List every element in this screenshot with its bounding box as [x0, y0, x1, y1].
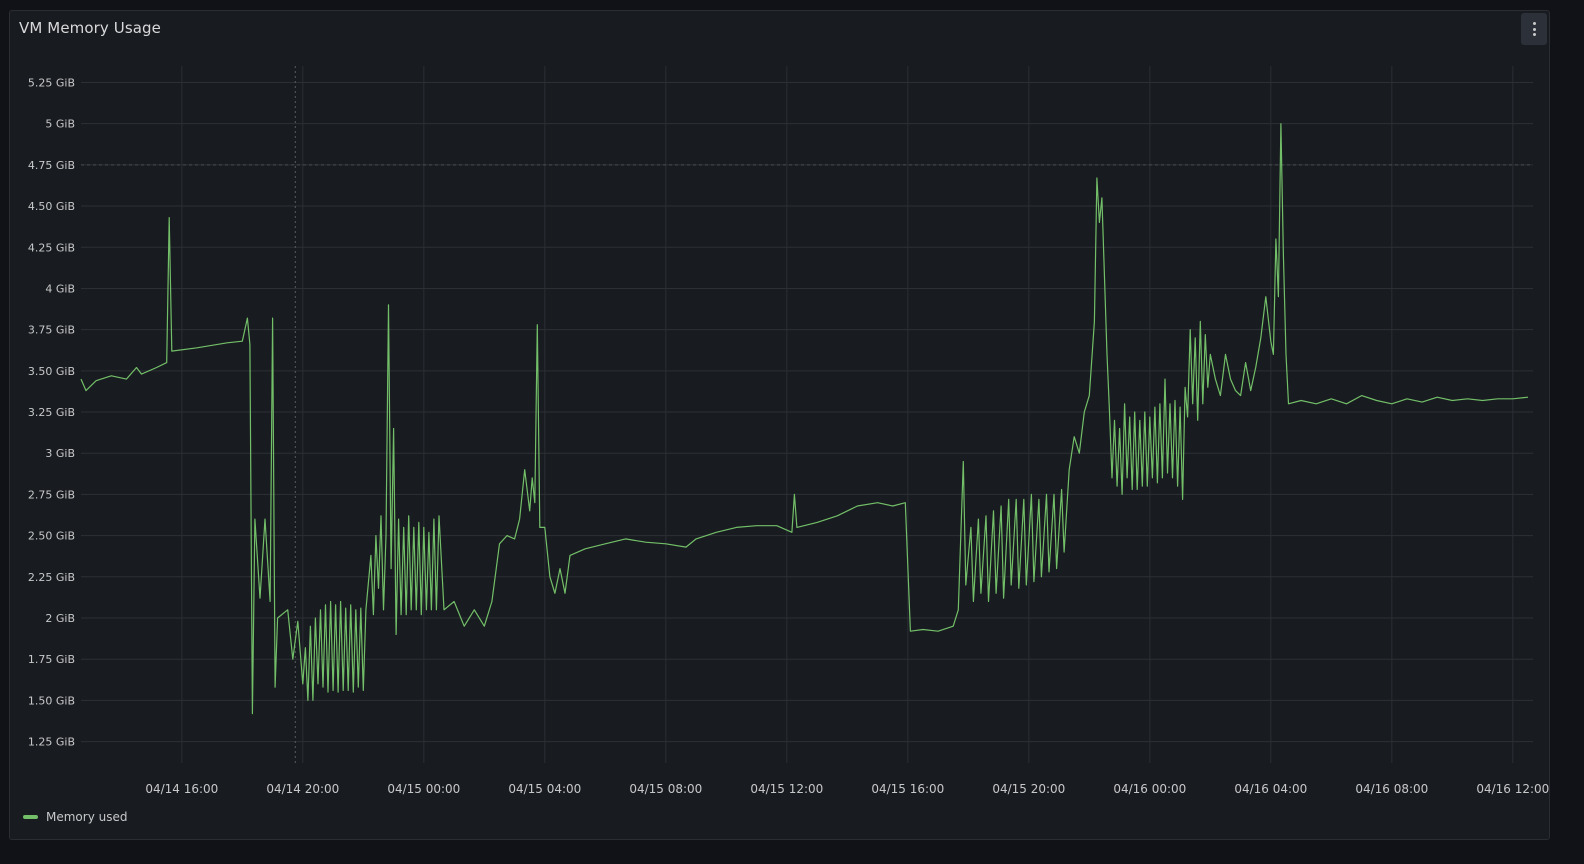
panel-menu-button[interactable] — [1521, 13, 1547, 45]
series-line-memory-used — [80, 123, 1529, 715]
x-tick-label: 04/15 20:00 — [992, 782, 1065, 796]
y-tick-label: 2.50 GiB — [28, 530, 75, 543]
y-tick-label: 5 GiB — [45, 118, 75, 131]
x-tick-label: 04/16 12:00 — [1476, 782, 1549, 796]
legend-label[interactable]: Memory used — [46, 810, 128, 824]
x-tick-label: 04/15 12:00 — [750, 782, 823, 796]
chart-legend[interactable]: Memory used — [23, 810, 127, 824]
x-tick-label: 04/15 16:00 — [871, 782, 944, 796]
y-tick-label: 4.25 GiB — [28, 241, 75, 254]
y-tick-label: 1.50 GiB — [28, 694, 75, 707]
panel-title: VM Memory Usage — [19, 19, 161, 37]
chart-panel: VM Memory Usage Memory used — [9, 10, 1550, 840]
x-tick-label: 04/15 00:00 — [387, 782, 460, 796]
legend-swatch-memory-used — [23, 815, 38, 819]
y-tick-label: 3.75 GiB — [28, 324, 75, 337]
y-tick-label: 4.75 GiB — [28, 159, 75, 172]
y-tick-label: 2.25 GiB — [28, 571, 75, 584]
x-tick-label: 04/16 00:00 — [1113, 782, 1186, 796]
y-tick-label: 4 GiB — [45, 282, 75, 295]
x-tick-label: 04/15 04:00 — [508, 782, 581, 796]
y-tick-label: 2 GiB — [45, 612, 75, 625]
x-tick-label: 04/14 20:00 — [266, 782, 339, 796]
x-tick-label: 04/14 16:00 — [145, 782, 218, 796]
kebab-menu-icon — [1532, 22, 1536, 36]
y-tick-label: 3 GiB — [45, 447, 75, 460]
x-tick-label: 04/16 04:00 — [1234, 782, 1307, 796]
y-tick-label: 3.50 GiB — [28, 365, 75, 378]
y-tick-label: 2.75 GiB — [28, 488, 75, 501]
y-tick-label: 3.25 GiB — [28, 406, 75, 419]
y-tick-label: 1.75 GiB — [28, 653, 75, 666]
y-tick-label: 4.50 GiB — [28, 200, 75, 213]
y-tick-label: 5.25 GiB — [28, 76, 75, 89]
x-tick-label: 04/16 08:00 — [1355, 782, 1428, 796]
y-tick-label: 1.25 GiB — [28, 736, 75, 749]
x-tick-label: 04/15 08:00 — [629, 782, 702, 796]
